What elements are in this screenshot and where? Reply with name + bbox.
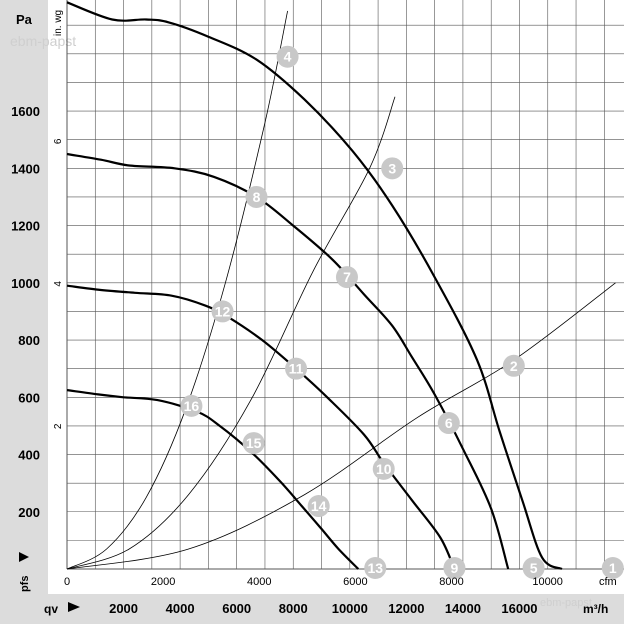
watermark-bottom: ebm-papst	[540, 597, 592, 609]
operating-point-label: 9	[451, 560, 459, 576]
operating-point-label: 2	[510, 358, 518, 374]
operating-point-label: 4	[284, 49, 292, 65]
fan-curve	[66, 284, 456, 570]
operating-point-marker	[245, 185, 268, 208]
operating-point-label: 11	[289, 361, 304, 377]
y-left-tick-label: 200	[18, 505, 40, 520]
y-left-tick-label: 600	[18, 390, 40, 405]
fan-curve	[66, 1, 563, 571]
operating-point-marker	[522, 557, 545, 579]
x-bottom-tick-label: 16000	[501, 601, 537, 616]
y-left-unit: Pa	[16, 12, 33, 27]
x-bottom-tick-label: 6000	[222, 601, 251, 616]
operating-point-marker	[437, 412, 460, 435]
operating-point-label: 16	[184, 398, 200, 414]
axis-labels: 200 400 600 800 1000 1200 1400 1600 2 4 6 0 2000 4000…	[11, 104, 563, 616]
system-curve	[66, 10, 288, 570]
y-inner-tick-label: 4	[53, 281, 64, 287]
bottom-axis-panel	[0, 594, 624, 624]
operating-point-label: 12	[215, 303, 231, 319]
operating-point-marker	[502, 354, 525, 377]
operating-point-marker	[307, 495, 330, 518]
operating-point-label: 8	[253, 189, 261, 205]
operating-point-label: 15	[246, 435, 262, 451]
operating-point-label: 7	[343, 269, 351, 285]
x-bottom-unit: m³/h	[583, 602, 608, 616]
operating-point-label: 13	[367, 560, 383, 576]
x-top-tick-label: 10000	[532, 576, 563, 588]
operating-point-marker	[211, 300, 234, 323]
x-bottom-tick-label: 2000	[109, 601, 138, 616]
operating-point-marker	[443, 557, 466, 579]
operating-point-label: 5	[530, 560, 538, 576]
operating-point-marker	[381, 157, 404, 180]
x-bottom-tick-label: 14000	[445, 601, 481, 616]
left-axis-panel	[0, 0, 48, 624]
operating-point-marker	[601, 557, 624, 579]
x-axis-symbol: qv	[44, 602, 58, 616]
y-left-tick-label: 800	[18, 333, 40, 348]
y-left-tick-label: 1400	[11, 161, 40, 176]
operating-point-marker	[364, 557, 387, 579]
x-top-tick-label: 0	[64, 576, 70, 588]
operating-point-label: 6	[445, 415, 453, 431]
operating-point-marker	[335, 266, 358, 289]
operating-point-marker	[285, 357, 308, 380]
operating-point-marker	[276, 45, 299, 68]
y-inner-tick-label: 6	[53, 138, 64, 144]
operating-point-marker	[372, 457, 395, 480]
x-bottom-tick-label: 12000	[388, 601, 424, 616]
x-top-tick-label: 8000	[439, 576, 463, 588]
fan-curve	[66, 389, 360, 570]
y-left-tick-label: 1200	[11, 219, 40, 234]
x-top-tick-label: 4000	[247, 576, 271, 588]
system-curve	[66, 282, 616, 570]
fan-curves	[66, 1, 563, 571]
operating-point-label: 10	[376, 461, 392, 477]
x-bottom-tick-label: 4000	[166, 601, 195, 616]
fan-curve	[66, 152, 510, 570]
y-left-tick-label: 1000	[11, 276, 40, 291]
operating-point-marker	[242, 432, 265, 455]
y-left-tick-label: 1600	[11, 104, 40, 119]
y-left-tick-label: 400	[18, 448, 40, 463]
x-top-tick-label: 2000	[151, 576, 175, 588]
operating-point-marker	[180, 394, 203, 417]
x-bottom-tick-label: 10000	[332, 601, 368, 616]
x-top-unit: cfm	[599, 576, 617, 588]
x-axis-arrow-icon	[68, 602, 80, 612]
y-inner-unit: in. wg	[53, 10, 64, 36]
watermark-top: ebm-papst	[10, 33, 76, 49]
operating-point-label: 3	[388, 160, 396, 176]
operating-point-label: 1	[609, 560, 617, 576]
x-bottom-tick-label: 8000	[279, 601, 308, 616]
operating-point-label: 14	[311, 498, 327, 514]
x-top-tick-label: 6000	[343, 576, 367, 588]
y-axis-symbol: pfs	[19, 576, 31, 593]
y-axis-arrow-icon	[19, 552, 29, 562]
y-inner-tick-label: 2	[53, 423, 64, 429]
grid	[66, 0, 624, 570]
